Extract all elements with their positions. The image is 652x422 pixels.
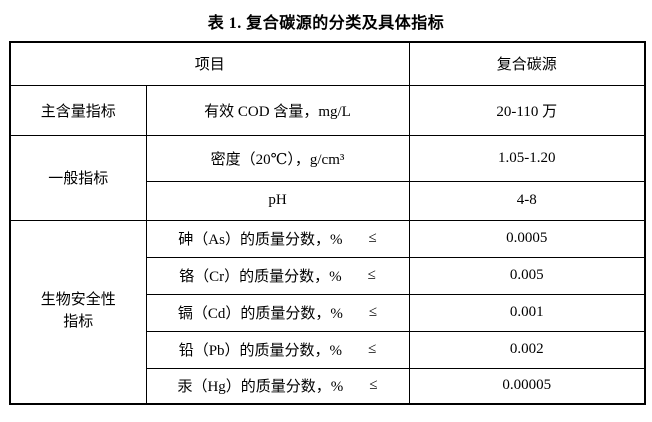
table-title: 表 1. 复合碳源的分类及具体指标 bbox=[207, 15, 445, 32]
spec-table: 项目 复合碳源 主含量指标 有效 COD 含量，mg/L 20-110 万 一般… bbox=[9, 41, 647, 405]
param-cell: 砷（As）的质量分数，% ≤ bbox=[145, 219, 410, 258]
param-label: pH bbox=[268, 192, 287, 208]
param-label: 砷（As）的质量分数，% bbox=[178, 232, 343, 248]
param-cell: pH bbox=[145, 180, 410, 221]
leq-symbol: ≤ bbox=[367, 267, 376, 283]
table-row: 汞（Hg）的质量分数，% ≤ 0.00005 bbox=[10, 367, 646, 405]
param-cell: 有效 COD 含量，mg/L bbox=[145, 84, 410, 136]
table-row: 镉（Cd）的质量分数，% ≤ 0.001 bbox=[10, 293, 646, 332]
param-cell: 镉（Cd）的质量分数，% ≤ bbox=[145, 293, 410, 332]
param-label: 有效 COD 含量，mg/L bbox=[204, 103, 351, 120]
table-row: 生物安全性 指标 砷（As）的质量分数，% ≤ 0.0005 bbox=[9, 219, 646, 405]
value-cell: 0.005 bbox=[408, 256, 646, 295]
header-cell-item: 项目 bbox=[9, 41, 410, 86]
group-label-line2: 指标 bbox=[63, 313, 94, 330]
group-label-line1: 生物安全性 bbox=[40, 292, 116, 308]
value-cell: 4-8 bbox=[408, 180, 646, 221]
param-label: 密度（20℃），g/cm³ bbox=[210, 151, 345, 168]
table-row: 铬（Cr）的质量分数，% ≤ 0.005 bbox=[10, 256, 646, 295]
leq-symbol: ≤ bbox=[368, 230, 377, 246]
param-label: 铬（Cr）的质量分数，% bbox=[179, 269, 342, 285]
param-label: 铅（Pb）的质量分数，% bbox=[178, 343, 343, 359]
table-row: 一般指标 密度（20℃），g/cm³ 1.05-1.20 bbox=[9, 134, 646, 221]
value-cell: 0.001 bbox=[408, 293, 646, 332]
value-cell: 0.002 bbox=[408, 330, 646, 369]
group-cell-bio-safety: 生物安全性 指标 bbox=[9, 219, 147, 405]
param-cell: 汞（Hg）的质量分数，% ≤ bbox=[145, 367, 410, 405]
group-cell-general: 一般指标 bbox=[9, 134, 147, 221]
table-header-row: 项目 复合碳源 bbox=[9, 41, 646, 86]
param-cell: 铬（Cr）的质量分数，% ≤ bbox=[145, 256, 410, 295]
header-cell-product: 复合碳源 bbox=[408, 41, 646, 86]
table-row: 铅（Pb）的质量分数，% ≤ 0.002 bbox=[10, 330, 646, 369]
table-row: pH 4-8 bbox=[10, 180, 646, 221]
table-row: 主含量指标 有效 COD 含量，mg/L 20-110 万 bbox=[9, 84, 646, 136]
value-cell: 0.0005 bbox=[408, 219, 646, 258]
group-cell-main-content: 主含量指标 bbox=[9, 84, 147, 136]
param-cell: 密度（20℃），g/cm³ bbox=[145, 134, 410, 182]
value-cell: 0.00005 bbox=[408, 367, 646, 405]
leq-symbol: ≤ bbox=[368, 304, 378, 320]
param-cell: 铅（Pb）的质量分数，% ≤ bbox=[145, 330, 410, 369]
param-label: 镉（Cd）的质量分数，% bbox=[177, 306, 343, 322]
value-cell: 20-110 万 bbox=[408, 84, 646, 136]
leq-symbol: ≤ bbox=[368, 341, 377, 357]
leq-symbol: ≤ bbox=[369, 377, 378, 394]
value-cell: 1.05-1.20 bbox=[408, 134, 646, 182]
param-label: 汞（Hg）的质量分数，% bbox=[177, 379, 344, 396]
